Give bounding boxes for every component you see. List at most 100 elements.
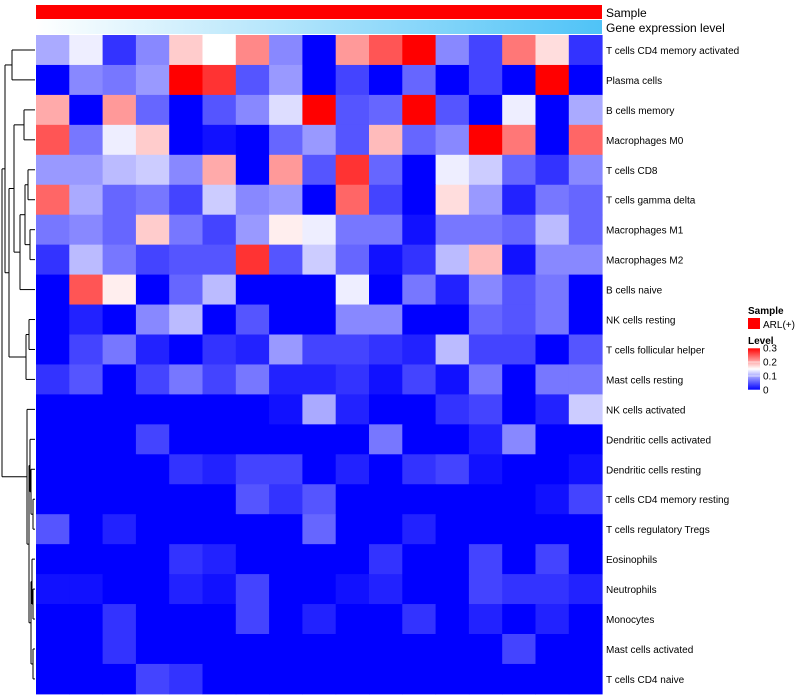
heatmap-cell <box>202 514 237 545</box>
annotation-bar-sample <box>36 5 602 19</box>
heatmap-cell <box>568 663 603 695</box>
heatmap-cell <box>502 244 536 276</box>
heatmap-cell <box>235 454 270 485</box>
heatmap-cell <box>369 634 403 665</box>
heatmap-cell <box>402 604 437 635</box>
heatmap-cell <box>169 484 203 515</box>
heatmap-cell <box>435 35 470 66</box>
heatmap-cell <box>235 364 270 395</box>
heatmap-cell <box>302 274 337 306</box>
heatmap-cell <box>302 64 337 96</box>
heatmap-cell <box>36 484 70 515</box>
heatmap-cell <box>102 364 137 395</box>
heatmap-cell <box>135 364 170 395</box>
heatmap-cell <box>169 244 203 276</box>
heatmap-cell <box>402 394 437 425</box>
heatmap-cell <box>235 424 270 455</box>
heatmap-cell <box>235 574 270 605</box>
heatmap-cell <box>335 94 370 126</box>
heatmap-cell <box>235 634 270 665</box>
heatmap-cell <box>169 574 203 605</box>
heatmap-cell <box>435 244 470 276</box>
heatmap-cell <box>502 454 536 485</box>
heatmap-cell <box>235 544 270 575</box>
heatmap-cell <box>269 574 303 605</box>
row-label: NK cells activated <box>606 405 685 416</box>
heatmap-cell <box>269 424 303 455</box>
heatmap-cell <box>36 394 70 425</box>
heatmap-cell <box>435 454 470 485</box>
heatmap-cell <box>369 394 403 425</box>
heatmap-cell <box>369 454 403 485</box>
heatmap-cell <box>402 184 437 216</box>
heatmap-cell <box>568 184 603 216</box>
heatmap-cell <box>135 424 170 455</box>
heatmap-cell <box>369 334 403 365</box>
heatmap-cell <box>468 244 503 276</box>
heatmap-cell <box>468 334 503 365</box>
heatmap-cell <box>202 244 237 276</box>
row-label: T cells gamma delta <box>606 196 696 207</box>
heatmap-cell <box>135 544 170 575</box>
heatmap-cell <box>69 544 104 575</box>
heatmap-cell <box>235 304 270 335</box>
heatmap-cell <box>202 304 237 335</box>
heatmap-cell <box>535 394 570 425</box>
heatmap-cell <box>402 154 437 186</box>
heatmap-cell <box>69 394 104 425</box>
heatmap-cell <box>568 544 603 575</box>
heatmap-cell <box>335 454 370 485</box>
row-label: T cells regulatory Tregs <box>606 525 710 536</box>
heatmap-cell <box>69 274 104 306</box>
heatmap-cell <box>402 214 437 246</box>
heatmap-cell <box>202 154 237 186</box>
heatmap-cell <box>36 364 70 395</box>
heatmap-cell <box>235 64 270 96</box>
heatmap-cell <box>302 304 337 335</box>
heatmap-cell <box>335 364 370 395</box>
heatmap-cell <box>36 35 70 66</box>
heatmap-cell <box>502 544 536 575</box>
legend-level-tick-label: 0.3 <box>763 344 777 355</box>
heatmap-cell <box>435 304 470 335</box>
heatmap-cell <box>335 334 370 365</box>
heatmap-cell <box>269 214 303 246</box>
heatmap-cell <box>502 604 536 635</box>
heatmap-cell <box>402 364 437 395</box>
heatmap-cell <box>568 94 603 126</box>
heatmap-cell <box>102 574 137 605</box>
heatmap-cell <box>535 364 570 395</box>
heatmap-cell <box>36 604 70 635</box>
heatmap-cell <box>468 634 503 665</box>
row-label: Dendritic cells resting <box>606 465 701 476</box>
heatmap-cell <box>468 544 503 575</box>
heatmap-cell <box>235 244 270 276</box>
heatmap-cell <box>535 454 570 485</box>
heatmap-cell <box>235 184 270 216</box>
heatmap-cell <box>369 304 403 335</box>
heatmap-cell <box>369 64 403 96</box>
heatmap-cell <box>335 274 370 306</box>
heatmap-cell <box>269 604 303 635</box>
heatmap-cell <box>102 424 137 455</box>
heatmap-cell <box>302 124 337 156</box>
heatmap-cell <box>502 184 536 216</box>
heatmap-cell <box>402 634 437 665</box>
heatmap-cell <box>535 214 570 246</box>
heatmap-cell <box>335 244 370 276</box>
heatmap-cell <box>69 64 104 96</box>
heatmap-cell <box>135 64 170 96</box>
heatmap-cell <box>302 334 337 365</box>
heatmap-cell <box>36 154 70 186</box>
heatmap-cell <box>202 184 237 216</box>
row-label: Macrophages M1 <box>606 226 684 237</box>
heatmap-cell <box>369 544 403 575</box>
heatmap-cell <box>235 484 270 515</box>
heatmap-cell <box>502 634 536 665</box>
heatmap-cell <box>135 454 170 485</box>
heatmap-cell <box>468 35 503 66</box>
legend-level-tick-label: 0.2 <box>763 358 777 369</box>
heatmap-cell <box>102 64 137 96</box>
heatmap-cell <box>202 604 237 635</box>
heatmap-cell <box>435 94 470 126</box>
